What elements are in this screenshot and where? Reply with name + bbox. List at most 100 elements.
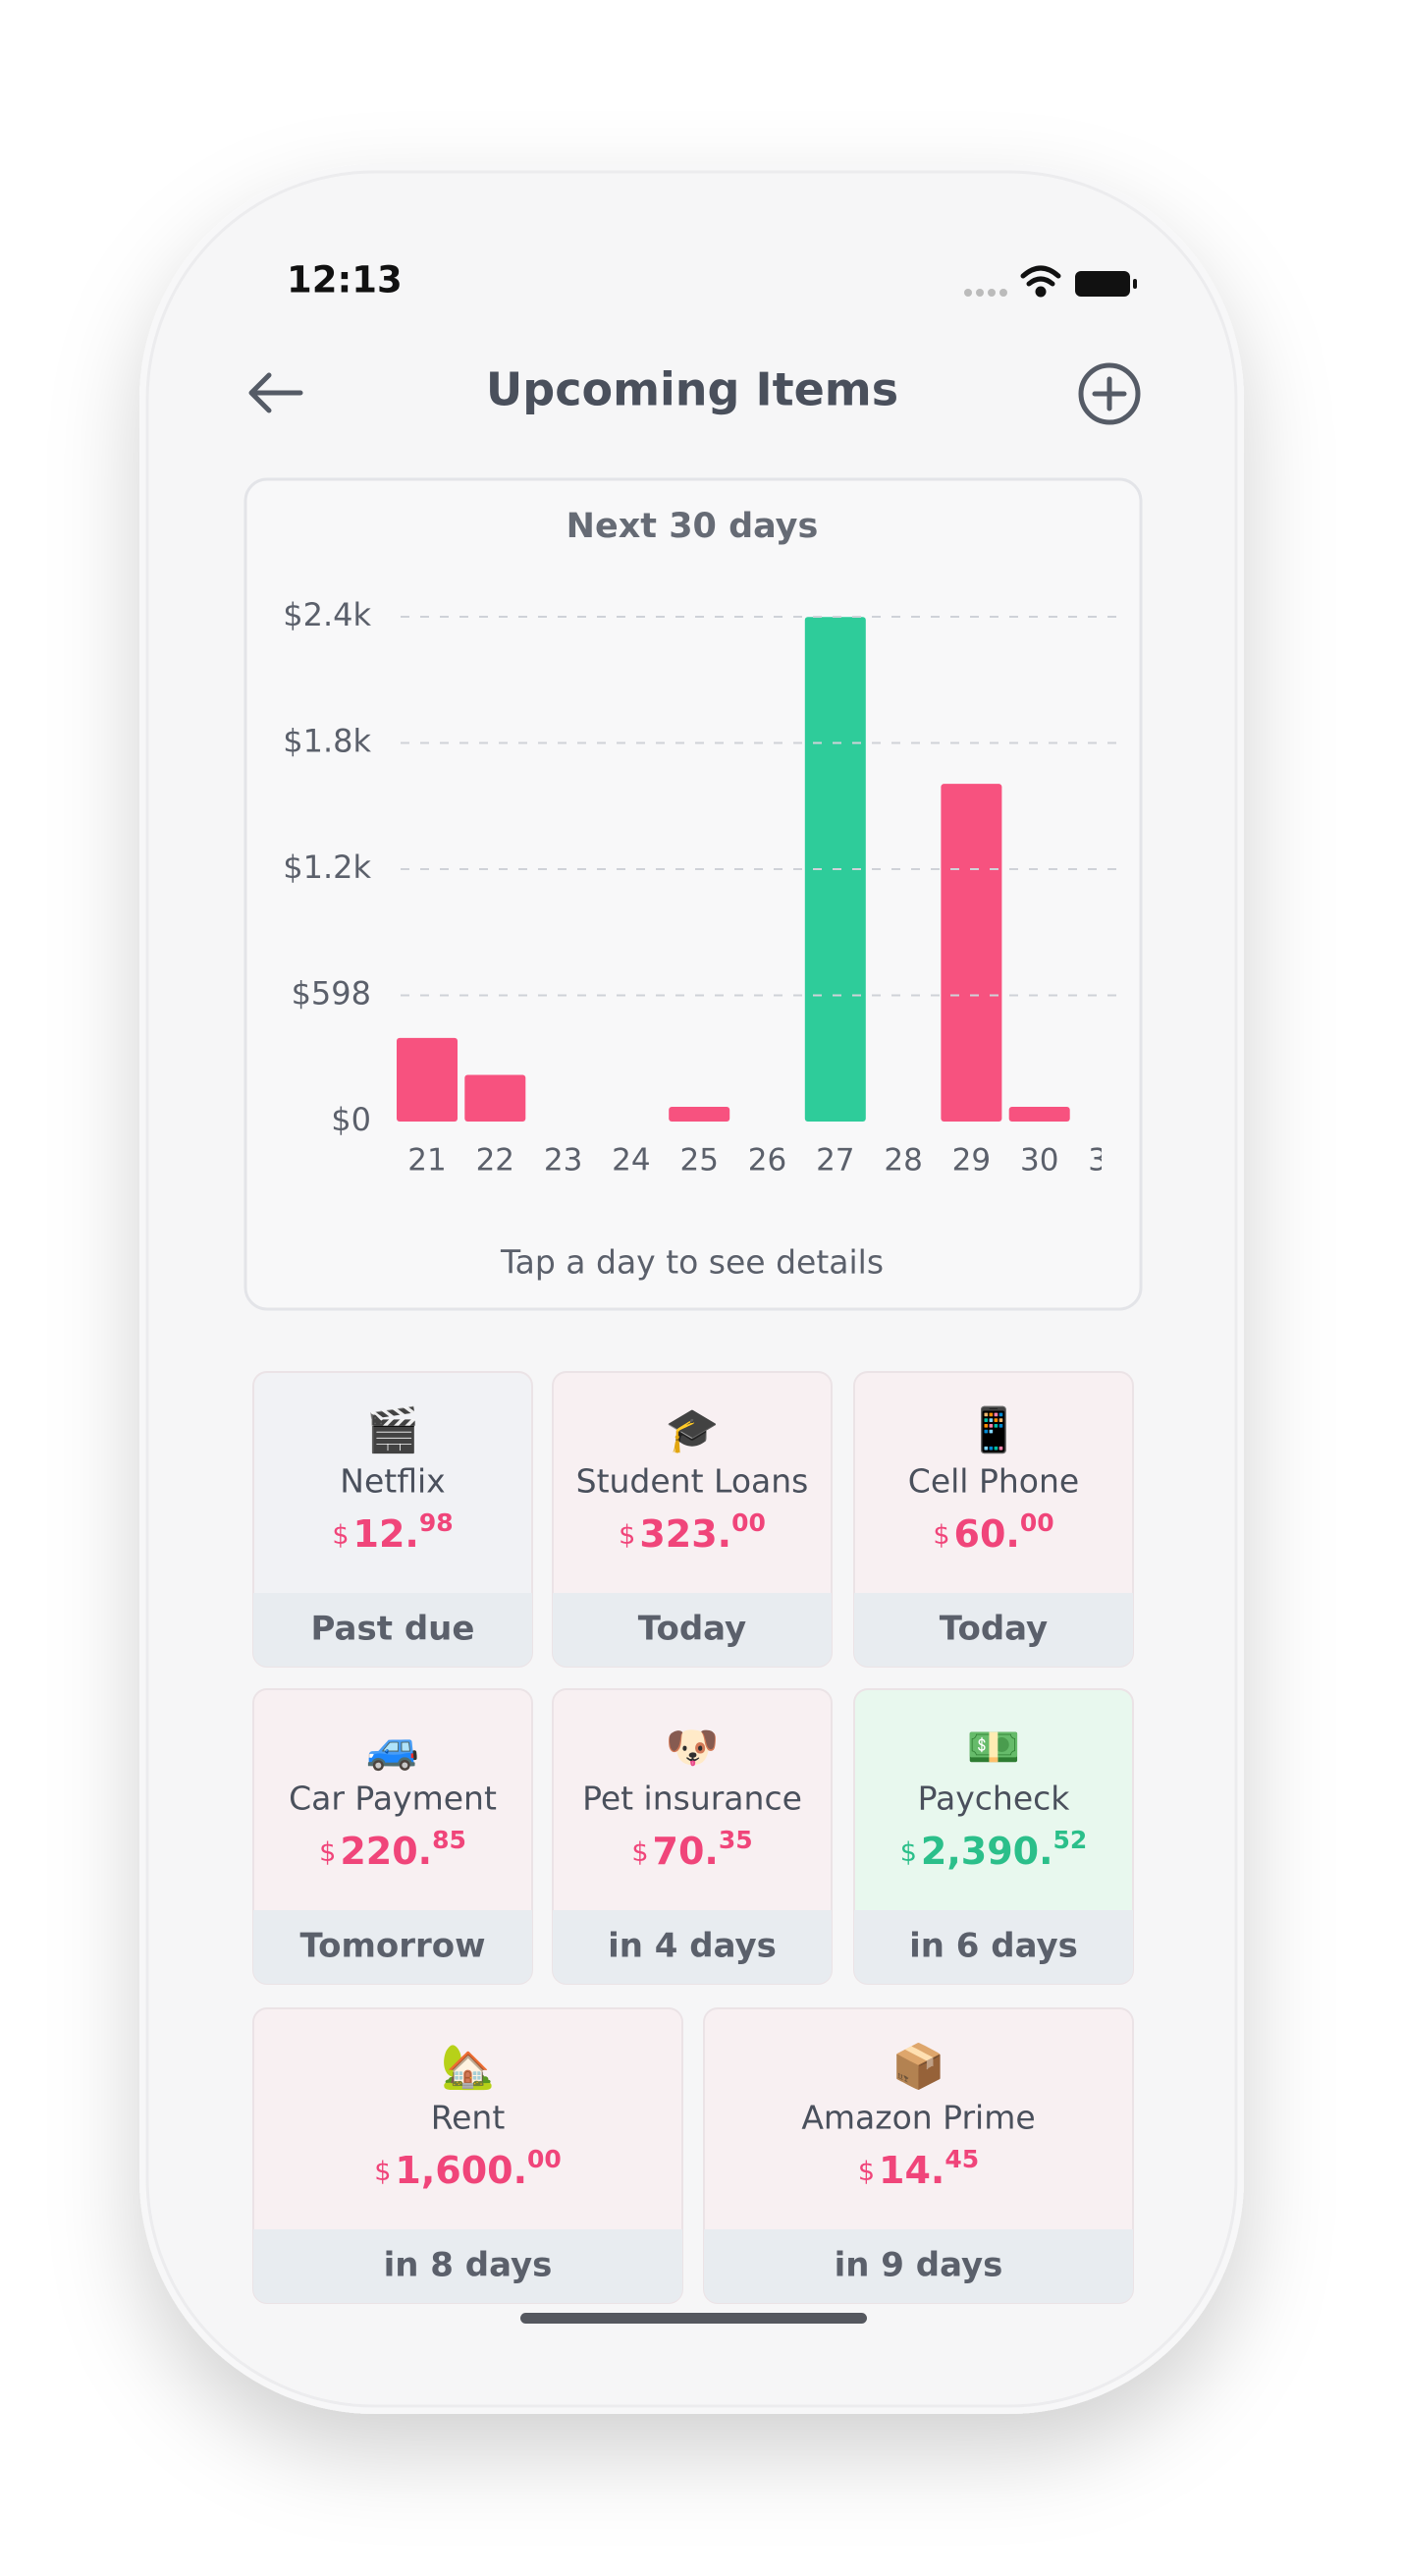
- item-name: Student Loans: [576, 1462, 809, 1501]
- item-icon: 🎓: [666, 1405, 720, 1455]
- item-icon: 🚙: [366, 1723, 420, 1773]
- item-amount: $14.45: [858, 2145, 979, 2192]
- due-band: [553, 1910, 832, 1984]
- y-tick-label: $598: [292, 975, 371, 1013]
- item-amount: $60.00: [933, 1508, 1053, 1556]
- amount-whole: 323.: [639, 1512, 731, 1556]
- amount-whole: 14.: [879, 2149, 944, 2192]
- x-tick-label: 30: [1020, 1143, 1058, 1178]
- battery-icon: [1075, 271, 1137, 297]
- add-button[interactable]: [1078, 362, 1141, 425]
- amount-currency: $: [374, 2157, 391, 2187]
- due-band: [854, 1910, 1133, 1984]
- due-band: [253, 1910, 532, 1984]
- item-due: in 4 days: [608, 1927, 777, 1966]
- item-amount: $323.00: [619, 1508, 766, 1556]
- status-time: 12:13: [287, 259, 403, 301]
- x-tick-label: 25: [679, 1143, 718, 1178]
- due-band: [253, 1593, 532, 1667]
- x-tick-label: 26: [748, 1143, 786, 1178]
- item-icon: 📦: [891, 2042, 945, 2092]
- amount-cents: 52: [1053, 1826, 1088, 1854]
- x-tick-label: 21: [407, 1143, 446, 1178]
- x-tick-label: 31: [1088, 1143, 1126, 1178]
- item-icon: 🎬: [366, 1405, 420, 1455]
- x-tick-label: 28: [884, 1143, 922, 1178]
- amount-whole: 1,600.: [395, 2149, 527, 2192]
- amount-currency: $: [858, 2157, 875, 2187]
- item-card[interactable]: 📦 Amazon Prime $ 14.45 in 9 days: [703, 2007, 1134, 2304]
- x-tick-label: 23: [544, 1143, 582, 1178]
- amount-currency: $: [319, 1837, 336, 1868]
- amount-currency: $: [933, 1520, 949, 1551]
- item-card[interactable]: 📱 Cell Phone $ 60.00 Today: [853, 1371, 1134, 1668]
- item-amount: $220.85: [319, 1826, 466, 1873]
- item-name: Netflix: [340, 1462, 445, 1501]
- due-band: [553, 1593, 832, 1667]
- amount-cents: 00: [731, 1508, 766, 1537]
- item-due: in 6 days: [909, 1927, 1078, 1966]
- due-band: [854, 1593, 1133, 1667]
- item-card[interactable]: 🏡 Rent $ 1,600.00 in 8 days: [252, 2007, 683, 2304]
- x-tick-label: 24: [612, 1143, 650, 1178]
- y-tick-label: $1.2k: [283, 849, 371, 886]
- y-tick-label: $1.8k: [283, 723, 371, 760]
- due-band: [253, 2229, 682, 2303]
- home-indicator: [520, 2313, 867, 2324]
- back-button[interactable]: [248, 372, 303, 413]
- item-name: Rent: [431, 2099, 506, 2137]
- due-band: [704, 2229, 1133, 2303]
- item-icon: 💵: [967, 1723, 1021, 1773]
- x-tick-label: 22: [476, 1143, 514, 1178]
- item-due: Today: [940, 1610, 1048, 1649]
- bar: [1008, 1106, 1070, 1122]
- chart-card[interactable]: [243, 477, 1143, 1311]
- amount-currency: $: [332, 1520, 349, 1551]
- bar: [464, 1074, 526, 1122]
- item-name: Amazon Prime: [801, 2099, 1035, 2137]
- item-card[interactable]: 🐶 Pet insurance $ 70.35 in 4 days: [552, 1688, 833, 1985]
- item-amount: $70.35: [631, 1826, 752, 1873]
- item-due: Tomorrow: [299, 1927, 485, 1966]
- amount-cents: 35: [719, 1826, 753, 1854]
- amount-cents: 00: [1020, 1508, 1054, 1537]
- item-card[interactable]: 🚙 Car Payment $ 220.85 Tomorrow: [252, 1688, 533, 1985]
- item-name: Car Payment: [289, 1780, 497, 1818]
- signal: [964, 289, 1007, 297]
- item-amount: $2,390.52: [900, 1826, 1088, 1873]
- amount-whole: 2,390.: [921, 1830, 1053, 1873]
- item-card[interactable]: 🎓 Student Loans $ 323.00 Today: [552, 1371, 833, 1668]
- bar: [941, 784, 1002, 1122]
- x-tick-label: 29: [952, 1143, 991, 1178]
- amount-cents: 00: [527, 2145, 562, 2173]
- item-card[interactable]: 🎬 Netflix $ 12.98 Past due: [252, 1371, 533, 1668]
- x-tick-label: 27: [816, 1143, 854, 1178]
- amount-currency: $: [900, 1837, 917, 1868]
- item-due: in 8 days: [384, 2246, 553, 2285]
- amount-currency: $: [619, 1520, 635, 1551]
- item-due: Today: [638, 1610, 746, 1649]
- y-tick-label: $0: [331, 1101, 371, 1138]
- item-due: in 9 days: [835, 2246, 1003, 2285]
- bar: [397, 1037, 458, 1122]
- item-icon: 🐶: [666, 1723, 720, 1773]
- screen-title: Upcoming Items: [486, 363, 898, 416]
- item-amount: $12.98: [332, 1508, 453, 1556]
- amount-whole: 12.: [353, 1512, 419, 1556]
- wifi-icon: [1020, 265, 1061, 298]
- amount-cents: 98: [419, 1508, 454, 1537]
- amount-cents: 85: [432, 1826, 466, 1854]
- item-due: Past due: [311, 1610, 475, 1649]
- amount-whole: 70.: [653, 1830, 719, 1873]
- item-amount: $1,600.00: [374, 2145, 562, 2192]
- item-name: Cell Phone: [908, 1462, 1079, 1501]
- amount-cents: 45: [944, 2145, 979, 2173]
- item-name: Pet insurance: [582, 1780, 802, 1818]
- bar: [669, 1106, 730, 1122]
- amount-currency: $: [631, 1837, 648, 1868]
- amount-whole: 60.: [954, 1512, 1020, 1556]
- y-tick-label: $2.4k: [283, 596, 371, 633]
